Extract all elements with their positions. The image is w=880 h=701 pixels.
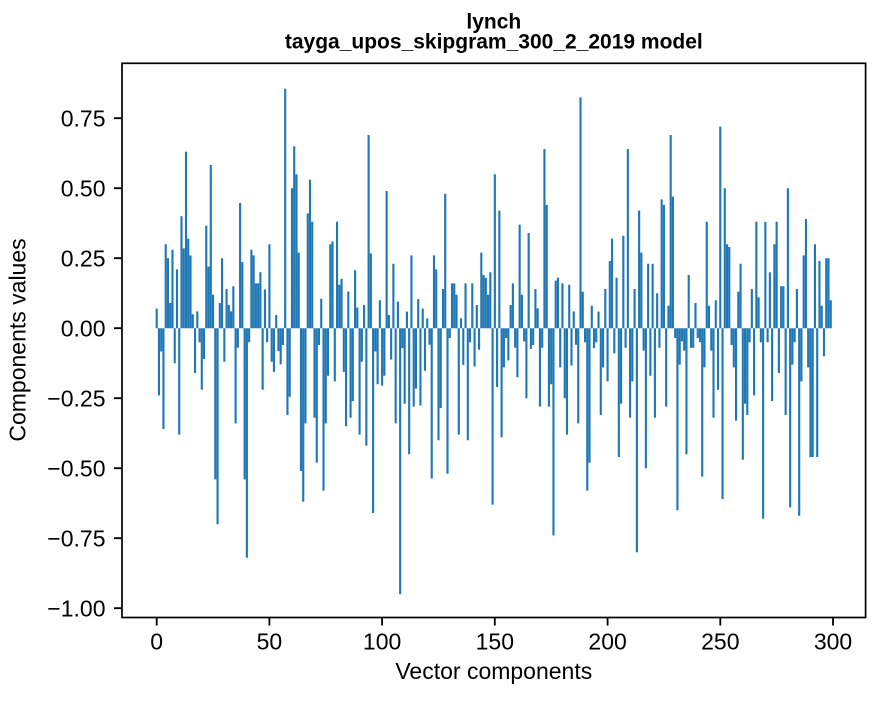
svg-text:−0.75: −0.75 — [47, 526, 105, 552]
svg-text:0.75: 0.75 — [61, 106, 106, 132]
svg-text:50: 50 — [257, 629, 283, 655]
svg-text:0.50: 0.50 — [61, 176, 106, 202]
svg-text:lynch: lynch — [466, 11, 521, 34]
svg-text:tayga_upos_skipgram_300_2_2019: tayga_upos_skipgram_300_2_2019 model — [285, 31, 703, 54]
svg-text:0: 0 — [150, 629, 163, 655]
svg-text:250: 250 — [701, 629, 739, 655]
svg-text:0.25: 0.25 — [61, 246, 106, 272]
svg-text:300: 300 — [814, 629, 852, 655]
svg-text:200: 200 — [588, 629, 626, 655]
svg-text:Components values: Components values — [5, 238, 31, 441]
svg-text:−1.00: −1.00 — [47, 596, 105, 622]
svg-text:150: 150 — [476, 629, 514, 655]
svg-text:0.00: 0.00 — [61, 316, 106, 342]
svg-text:100: 100 — [363, 629, 401, 655]
svg-text:Vector components: Vector components — [395, 658, 592, 684]
svg-text:−0.50: −0.50 — [47, 456, 105, 482]
svg-text:−0.25: −0.25 — [47, 386, 105, 412]
